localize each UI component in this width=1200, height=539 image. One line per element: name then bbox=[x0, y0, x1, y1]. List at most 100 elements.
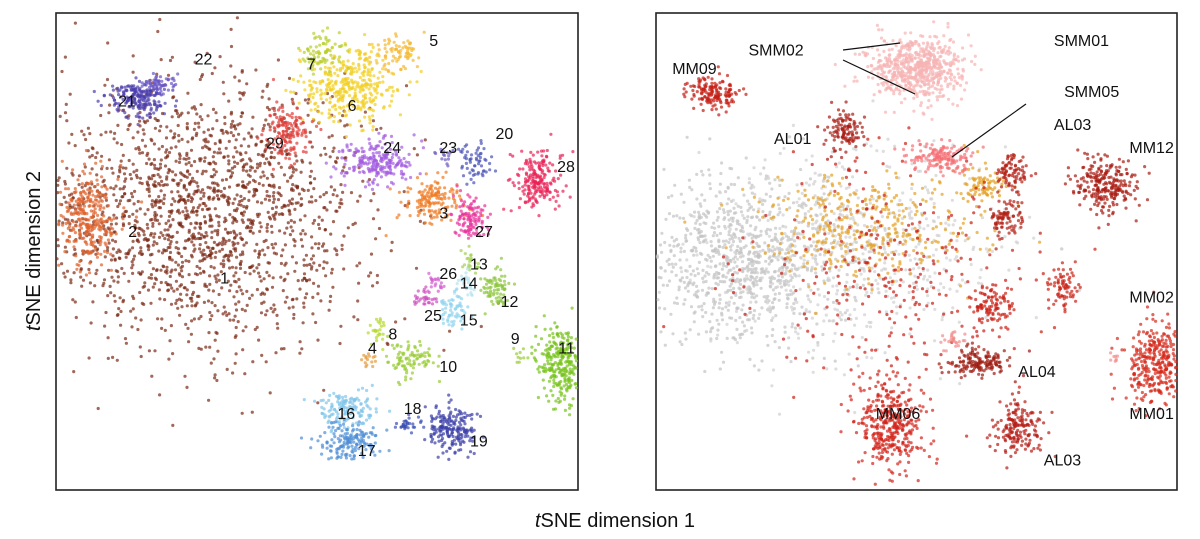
data-point bbox=[69, 281, 73, 285]
data-point bbox=[222, 92, 226, 96]
data-point bbox=[95, 218, 99, 222]
data-point bbox=[369, 271, 373, 275]
data-point bbox=[299, 170, 303, 174]
data-point bbox=[559, 386, 563, 390]
data-point bbox=[217, 292, 221, 297]
data-point bbox=[483, 204, 487, 208]
data-point bbox=[319, 127, 323, 132]
data-point bbox=[573, 365, 577, 370]
data-point bbox=[211, 175, 215, 179]
data-point bbox=[455, 312, 459, 316]
data-point bbox=[440, 301, 444, 305]
data-point bbox=[140, 138, 145, 142]
data-point bbox=[173, 268, 178, 272]
data-point bbox=[168, 255, 172, 260]
data-point bbox=[512, 282, 517, 286]
data-point bbox=[459, 249, 463, 253]
data-point bbox=[279, 347, 284, 351]
data-point bbox=[177, 272, 181, 276]
data-point bbox=[404, 375, 408, 379]
data-point bbox=[82, 133, 86, 137]
data-point bbox=[273, 242, 278, 246]
data-point bbox=[458, 301, 462, 305]
data-point bbox=[355, 433, 359, 437]
data-point bbox=[406, 186, 410, 190]
data-point bbox=[248, 296, 252, 300]
data-point bbox=[307, 97, 311, 101]
data-point bbox=[180, 254, 184, 259]
data-point bbox=[271, 194, 275, 198]
data-point bbox=[556, 177, 560, 181]
data-point bbox=[420, 193, 424, 197]
data-point bbox=[380, 156, 384, 160]
data-point bbox=[194, 221, 198, 225]
data-point bbox=[378, 80, 382, 85]
data-point bbox=[263, 197, 267, 201]
data-point bbox=[111, 171, 115, 175]
data-point bbox=[314, 45, 318, 49]
data-point bbox=[152, 99, 156, 103]
data-point bbox=[146, 288, 151, 292]
data-point bbox=[549, 376, 553, 380]
data-point bbox=[342, 174, 346, 178]
data-point bbox=[314, 35, 318, 39]
data-point bbox=[103, 241, 107, 245]
data-point bbox=[357, 119, 362, 123]
data-point bbox=[380, 93, 384, 97]
data-point bbox=[493, 169, 498, 173]
data-point bbox=[87, 267, 91, 272]
data-point bbox=[275, 115, 279, 120]
data-point bbox=[374, 317, 379, 321]
data-point bbox=[342, 165, 346, 169]
data-point bbox=[380, 159, 384, 164]
data-point bbox=[336, 455, 340, 459]
data-point bbox=[183, 246, 187, 250]
data-point bbox=[159, 158, 163, 162]
data-point bbox=[130, 87, 134, 92]
data-point bbox=[271, 246, 275, 250]
data-point bbox=[171, 85, 175, 89]
data-point bbox=[229, 283, 233, 287]
data-point bbox=[286, 179, 290, 183]
data-point bbox=[342, 234, 346, 238]
data-point bbox=[57, 223, 61, 227]
data-point bbox=[376, 170, 380, 175]
data-point bbox=[223, 242, 227, 246]
data-point bbox=[415, 80, 419, 84]
data-point bbox=[128, 172, 132, 177]
data-point bbox=[241, 93, 245, 97]
data-point bbox=[224, 239, 228, 243]
data-point bbox=[286, 203, 290, 207]
data-point bbox=[331, 149, 335, 153]
data-point bbox=[79, 267, 83, 271]
data-point bbox=[312, 261, 316, 265]
data-point bbox=[420, 182, 424, 186]
data-point bbox=[547, 346, 551, 350]
data-point bbox=[169, 240, 173, 244]
data-point bbox=[421, 190, 425, 194]
data-point bbox=[83, 240, 87, 244]
data-point bbox=[372, 192, 376, 196]
data-point bbox=[130, 191, 134, 196]
data-point bbox=[454, 407, 458, 412]
data-point bbox=[475, 210, 479, 214]
data-point bbox=[79, 207, 83, 211]
data-point bbox=[190, 299, 194, 303]
data-point bbox=[376, 208, 380, 212]
data-point bbox=[120, 142, 124, 147]
data-point bbox=[268, 194, 272, 198]
data-point bbox=[139, 249, 143, 253]
data-point bbox=[233, 217, 237, 222]
data-point bbox=[132, 202, 136, 206]
data-point bbox=[451, 194, 455, 198]
data-point bbox=[370, 187, 375, 191]
data-point bbox=[119, 163, 123, 167]
data-point bbox=[334, 107, 338, 111]
data-point bbox=[463, 212, 467, 216]
data-point bbox=[267, 97, 271, 101]
data-point bbox=[104, 228, 108, 232]
data-point bbox=[232, 318, 236, 322]
data-point bbox=[136, 199, 140, 204]
cluster-label-28: 28 bbox=[557, 159, 575, 176]
data-point bbox=[330, 404, 334, 408]
